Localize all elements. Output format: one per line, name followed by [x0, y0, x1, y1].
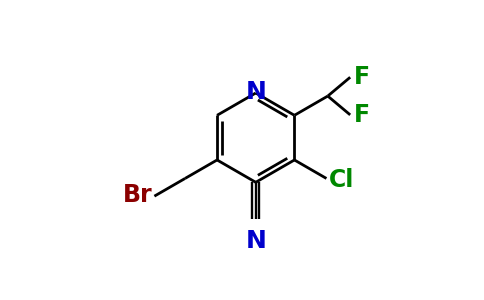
Text: F: F: [354, 65, 370, 89]
Text: Cl: Cl: [329, 168, 354, 192]
Text: F: F: [354, 103, 370, 127]
Text: N: N: [245, 229, 266, 253]
Text: Br: Br: [122, 183, 152, 207]
Text: N: N: [245, 80, 266, 104]
